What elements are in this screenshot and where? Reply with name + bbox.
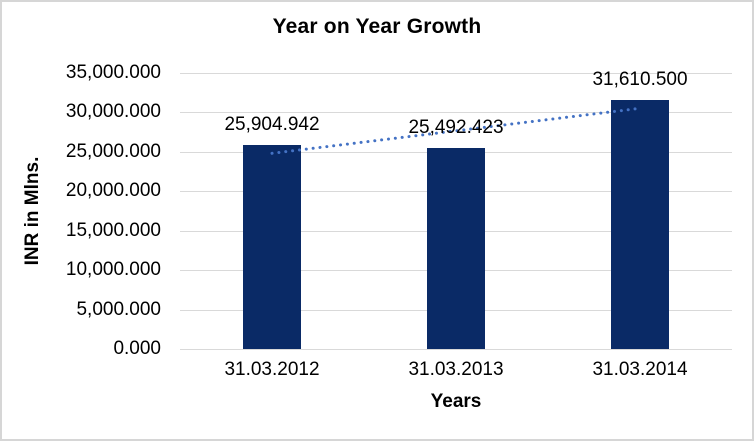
- y-tick-label: 20,000.000: [65, 180, 161, 202]
- y-tick-label: 30,000.000: [65, 101, 161, 123]
- data-label: 25,904.942: [224, 113, 320, 135]
- chart-title: Year on Year Growth: [272, 15, 482, 38]
- x-axis-title: Years: [430, 391, 482, 412]
- y-tick-label: 25,000.000: [65, 140, 161, 162]
- y-tick-label: 5,000.000: [76, 298, 161, 320]
- y-tick-label: 35,000.000: [65, 62, 161, 83]
- bar-31.03.2013: [427, 147, 485, 349]
- bar-31.03.2014: [611, 99, 669, 349]
- gridline: [180, 349, 732, 350]
- x-tick-label: 31.03.2013: [408, 359, 504, 380]
- gridline: [180, 73, 732, 74]
- plot-area: [180, 73, 732, 350]
- y-tick-label: 15,000.000: [65, 219, 161, 241]
- y-tick-label: 10,000.000: [65, 259, 161, 281]
- x-tick-label: 31.03.2012: [224, 359, 320, 380]
- data-label: 31,610.500: [592, 68, 688, 90]
- x-tick-label: 31.03.2014: [592, 359, 688, 380]
- data-label: 25,492.423: [408, 116, 504, 138]
- y-tick-label: 0.000: [113, 338, 161, 359]
- bar-31.03.2012: [243, 144, 301, 349]
- y-axis-title: INR in Mlns.: [22, 156, 43, 266]
